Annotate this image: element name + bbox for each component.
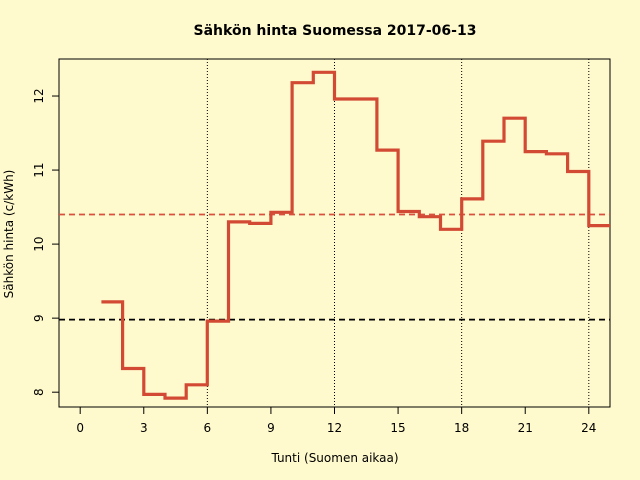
x-tick-label: 0 bbox=[76, 421, 84, 435]
y-tick-label: 11 bbox=[32, 162, 46, 177]
y-axis-label: Sähkön hinta (c/kWh) bbox=[2, 170, 16, 299]
y-axis: 8 9 10 11 12 bbox=[32, 88, 59, 396]
y-tick-label: 9 bbox=[32, 314, 46, 322]
price-series-line bbox=[101, 70, 610, 400]
x-tick-label: 21 bbox=[518, 421, 533, 435]
x-tick-label: 18 bbox=[454, 421, 469, 435]
x-axis: 0 3 6 9 12 15 18 21 24 bbox=[76, 407, 596, 435]
y-tick-label: 10 bbox=[32, 236, 46, 251]
chart-title: Sähkön hinta Suomessa 2017-06-13 bbox=[194, 23, 477, 39]
plot-area bbox=[59, 59, 610, 407]
x-tick-label: 12 bbox=[327, 421, 342, 435]
x-tick-label: 9 bbox=[267, 421, 275, 435]
x-tick-label: 3 bbox=[140, 421, 148, 435]
x-tick-label: 15 bbox=[390, 421, 405, 435]
y-tick-label: 8 bbox=[32, 388, 46, 396]
x-axis-label: Tunti (Suomen aikaa) bbox=[270, 451, 398, 465]
x-tick-label: 6 bbox=[204, 421, 212, 435]
x-tick-label: 24 bbox=[581, 421, 596, 435]
y-tick-label: 12 bbox=[32, 88, 46, 103]
